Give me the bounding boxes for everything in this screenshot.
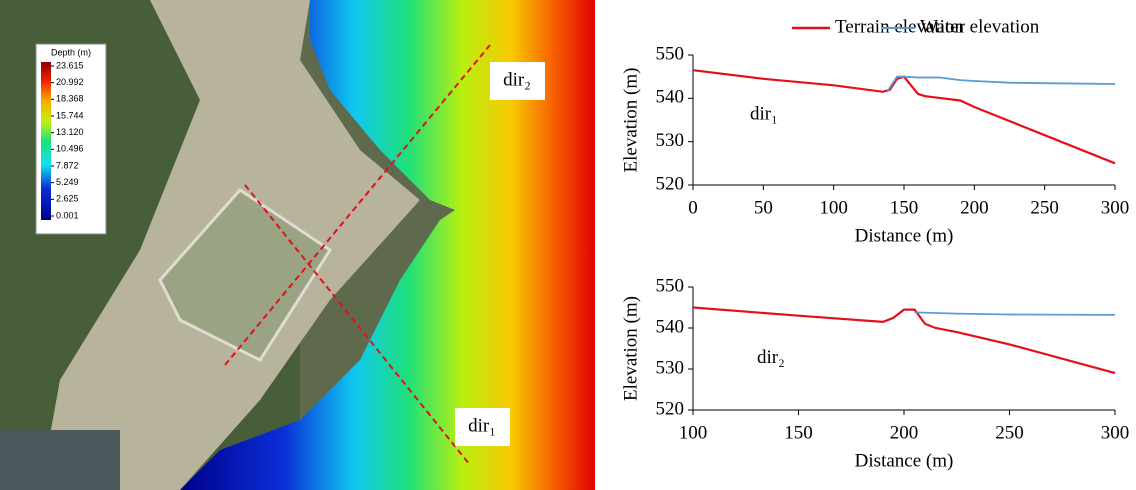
- x-tick-label: 100: [679, 422, 708, 443]
- y-tick-label: 540: [656, 316, 685, 337]
- data-line: [887, 77, 1115, 92]
- map-label: dir₂: [503, 69, 531, 90]
- colorbar-label: 23.615: [56, 60, 84, 70]
- y-tick-label: 540: [656, 87, 685, 108]
- colorbar-label: 13.120: [56, 127, 84, 137]
- colorbar-label: 7.872: [56, 160, 79, 170]
- legend: Terrain elevation Water elevation: [792, 16, 1040, 37]
- x-tick-label: 200: [960, 197, 989, 218]
- y-tick-label: 530: [656, 130, 685, 151]
- x-axis-title: Distance (m): [855, 225, 954, 246]
- colorbar-label: 15.744: [56, 110, 84, 120]
- colorbar-label: 10.496: [56, 144, 84, 154]
- legend-label: Water elevation: [920, 16, 1040, 37]
- figure: dir₂ dir₁ Depth (m) Terrain elevation Wa…: [0, 0, 1136, 490]
- y-axis-title: Elevation (m): [620, 296, 641, 401]
- x-tick-label: 300: [1101, 197, 1130, 218]
- data-line: [915, 312, 1116, 315]
- x-tick-label: 200: [890, 422, 919, 443]
- y-tick-label: 550: [656, 43, 685, 64]
- y-tick-label: 520: [656, 173, 685, 194]
- x-tick-label: 150: [784, 422, 813, 443]
- annotation: dir₂: [757, 347, 785, 368]
- x-tick-label: 250: [1030, 197, 1059, 218]
- y-axis-title: Elevation (m): [620, 68, 641, 173]
- x-tick-label: 300: [1101, 422, 1130, 443]
- colorbar-label: 18.368: [56, 94, 84, 104]
- x-tick-label: 50: [754, 197, 773, 218]
- colorbar-label: 0.001: [56, 210, 79, 220]
- map: dir₂ dir₁ Depth (m): [0, 0, 595, 490]
- colorbar-label: 2.625: [56, 194, 79, 204]
- x-tick-label: 100: [819, 197, 848, 218]
- legend-title: Depth (m): [51, 47, 91, 57]
- y-tick-label: 520: [656, 398, 685, 419]
- colorbar-label: 5.249: [56, 177, 79, 187]
- y-tick-label: 550: [656, 275, 685, 296]
- map-label: dir₁: [468, 415, 496, 436]
- colorbar-label: 20.992: [56, 77, 84, 87]
- y-tick-label: 530: [656, 357, 685, 378]
- x-tick-label: 250: [995, 422, 1024, 443]
- x-tick-label: 0: [688, 197, 698, 218]
- annotation: dir₁: [750, 103, 778, 124]
- x-axis-title: Distance (m): [855, 450, 954, 471]
- x-tick-label: 150: [890, 197, 919, 218]
